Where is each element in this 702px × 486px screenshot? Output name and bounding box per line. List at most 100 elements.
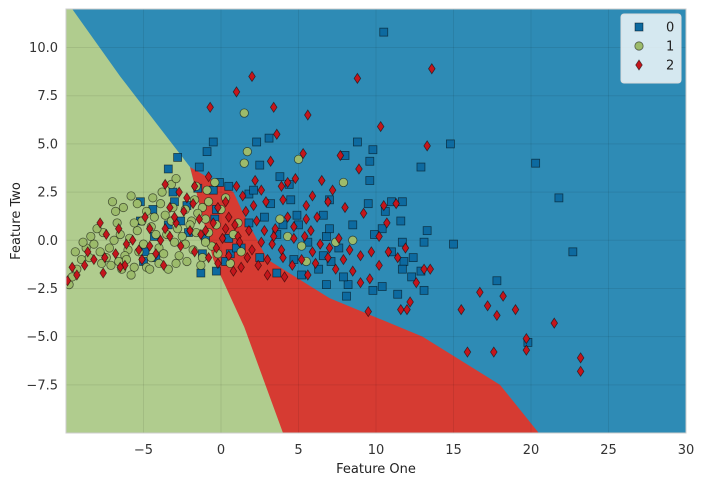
- point-class-2: [499, 290, 507, 302]
- point-class-0: [416, 162, 426, 172]
- point-class-1: [293, 154, 304, 164]
- point-class-1: [225, 258, 235, 268]
- point-class-0: [368, 285, 378, 295]
- point-class-1: [348, 235, 358, 245]
- point-class-2: [288, 259, 297, 272]
- point-class-2: [266, 155, 275, 167]
- point-class-2: [141, 211, 149, 223]
- point-class-2: [159, 259, 168, 272]
- point-class-0: [365, 176, 375, 185]
- point-class-0: [352, 137, 362, 147]
- point-class-2: [336, 149, 345, 162]
- point-class-2: [366, 273, 374, 285]
- point-class-1: [236, 247, 246, 257]
- point-class-2: [426, 263, 435, 275]
- point-class-0: [422, 226, 432, 236]
- point-class-2: [375, 259, 383, 272]
- point-class-2: [145, 240, 154, 252]
- point-class-0: [173, 152, 183, 162]
- point-class-2: [335, 232, 343, 245]
- point-class-2: [325, 242, 334, 254]
- point-class-2: [383, 217, 391, 229]
- point-class-0: [445, 139, 455, 149]
- point-class-2: [576, 365, 585, 378]
- point-class-2: [145, 222, 154, 235]
- point-class-2: [90, 253, 98, 266]
- point-class-2: [355, 163, 363, 175]
- point-class-2: [231, 219, 239, 231]
- point-class-2: [209, 217, 218, 229]
- point-class-1: [177, 231, 187, 242]
- point-class-0: [492, 276, 502, 286]
- point-class-2: [308, 246, 317, 258]
- point-class-1: [106, 260, 116, 270]
- point-class-0: [194, 162, 204, 172]
- point-class-0: [224, 181, 234, 191]
- point-class-2: [189, 197, 197, 210]
- point-class-0: [259, 212, 269, 222]
- x-tick-label: 15: [445, 443, 462, 458]
- point-class-2: [522, 344, 531, 356]
- point-class-0: [379, 27, 389, 37]
- point-class-2: [206, 101, 214, 114]
- point-class-2: [348, 265, 357, 277]
- point-class-0: [377, 224, 387, 234]
- point-class-2: [304, 269, 312, 281]
- point-class-2: [317, 174, 326, 187]
- point-class-2: [283, 211, 292, 223]
- point-class-1: [155, 199, 166, 209]
- point-class-2: [248, 244, 256, 256]
- point-class-2: [96, 217, 104, 229]
- point-class-1: [202, 185, 212, 195]
- point-class-2: [175, 186, 183, 198]
- y-axis-label: Feature Two: [9, 182, 24, 260]
- point-class-1: [109, 235, 119, 245]
- point-class-0: [325, 224, 334, 234]
- x-tick-label: 0: [217, 443, 225, 458]
- point-class-2: [268, 238, 276, 250]
- point-class-2: [345, 244, 354, 256]
- point-class-2: [204, 251, 213, 264]
- point-class-2: [397, 303, 405, 316]
- point-class-0: [342, 291, 351, 301]
- point-class-2: [392, 197, 400, 210]
- point-class-2: [269, 230, 278, 243]
- point-class-1: [338, 177, 349, 188]
- point-class-2: [300, 230, 309, 243]
- point-class-1: [157, 187, 167, 197]
- y-tick-label: −2.5: [26, 282, 58, 297]
- point-class-2: [252, 215, 261, 227]
- point-class-1: [111, 206, 121, 216]
- point-class-2: [493, 309, 501, 322]
- region-class-2: [190, 167, 539, 433]
- point-class-0: [377, 282, 387, 291]
- point-class-2: [235, 236, 244, 248]
- point-class-2: [291, 172, 300, 185]
- point-class-1: [174, 251, 184, 261]
- point-class-2: [214, 257, 222, 270]
- x-tick-label: 20: [523, 443, 540, 458]
- point-class-2: [328, 184, 337, 196]
- point-class-2: [218, 232, 227, 245]
- point-class-2: [463, 346, 472, 358]
- point-class-2: [279, 251, 287, 264]
- point-class-2: [180, 205, 188, 218]
- point-class-2: [80, 259, 89, 272]
- legend-label-0: 0: [666, 21, 674, 36]
- point-class-2: [138, 253, 146, 266]
- point-class-0: [393, 289, 403, 299]
- point-class-2: [254, 259, 262, 272]
- point-class-2: [341, 201, 349, 214]
- point-class-2: [248, 70, 256, 83]
- point-class-2: [457, 303, 466, 316]
- point-class-1: [95, 247, 105, 257]
- point-class-1: [200, 237, 211, 247]
- x-tick-label: −5: [134, 443, 153, 458]
- point-class-2: [245, 224, 253, 237]
- point-class-1: [148, 193, 158, 203]
- point-class-2: [302, 213, 311, 225]
- point-class-0: [397, 264, 407, 274]
- point-class-2: [251, 174, 259, 187]
- point-class-0: [363, 199, 373, 209]
- point-class-0: [211, 266, 221, 276]
